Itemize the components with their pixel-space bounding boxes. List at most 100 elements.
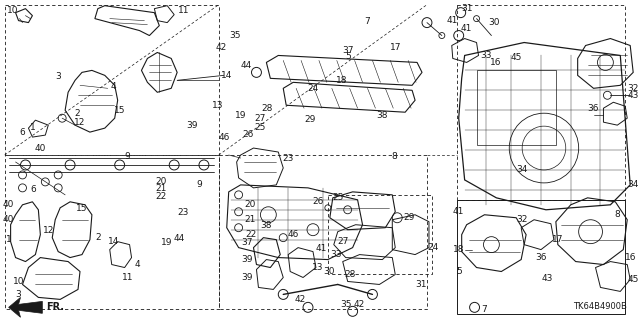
Text: 43: 43: [542, 274, 554, 283]
Text: 18: 18: [336, 76, 348, 85]
Text: 2: 2: [95, 233, 100, 242]
Text: 19: 19: [235, 111, 246, 120]
Text: 35: 35: [340, 300, 351, 309]
Text: 2: 2: [74, 109, 79, 118]
Text: 9: 9: [196, 180, 202, 189]
Text: 42: 42: [354, 300, 365, 309]
Text: 4: 4: [134, 260, 140, 269]
Text: FR.: FR.: [46, 302, 64, 312]
Text: 36: 36: [536, 253, 547, 262]
Text: 27: 27: [337, 237, 348, 246]
Text: 26: 26: [243, 130, 254, 139]
Bar: [4, 5, 219, 155]
Text: 42: 42: [294, 295, 306, 304]
Text: 36: 36: [588, 104, 599, 113]
Text: 12: 12: [74, 118, 86, 127]
Text: 30: 30: [324, 267, 335, 276]
Text: 1: 1: [29, 123, 35, 132]
Text: 27: 27: [254, 114, 265, 123]
Text: 42: 42: [216, 43, 227, 52]
Text: 17: 17: [552, 235, 564, 244]
Text: 10: 10: [13, 277, 24, 286]
Text: 41: 41: [453, 207, 465, 216]
Text: 40: 40: [3, 215, 14, 224]
Text: 46: 46: [287, 230, 299, 239]
Text: 6: 6: [31, 185, 36, 194]
Text: 24: 24: [428, 243, 438, 252]
Text: 44: 44: [241, 61, 252, 70]
Text: 15: 15: [76, 204, 88, 213]
Text: 25: 25: [332, 193, 344, 202]
Bar: [219, 155, 427, 309]
Text: 14: 14: [108, 237, 119, 246]
Text: 46: 46: [218, 133, 230, 142]
Text: 34: 34: [516, 165, 528, 174]
Text: 21: 21: [245, 215, 256, 224]
Text: 38: 38: [260, 221, 271, 230]
Text: 4: 4: [111, 82, 116, 91]
Text: 18: 18: [453, 245, 465, 254]
Text: 45: 45: [510, 53, 522, 62]
Text: 38: 38: [376, 111, 388, 120]
Text: 37: 37: [342, 46, 353, 55]
Text: 12: 12: [43, 226, 54, 235]
Text: 14: 14: [221, 71, 232, 80]
Text: 20: 20: [245, 200, 256, 209]
Text: 9: 9: [125, 152, 131, 161]
Text: 32: 32: [627, 84, 639, 93]
Text: 37: 37: [241, 238, 253, 247]
Text: 13: 13: [212, 101, 223, 110]
Text: 3: 3: [55, 72, 61, 81]
Text: 20: 20: [155, 177, 166, 186]
Text: 41: 41: [316, 244, 327, 253]
Text: 24: 24: [307, 85, 319, 93]
Text: 39: 39: [241, 273, 252, 282]
Text: 5: 5: [346, 52, 351, 61]
Text: 31: 31: [415, 280, 426, 289]
Text: 15: 15: [114, 106, 125, 115]
Text: 29: 29: [305, 115, 316, 124]
Text: 16: 16: [625, 253, 636, 262]
Text: 40: 40: [3, 200, 14, 209]
Text: 44: 44: [174, 234, 185, 243]
Text: 40: 40: [35, 144, 45, 153]
Text: TK64B4900B: TK64B4900B: [573, 302, 627, 311]
Text: 33: 33: [481, 51, 492, 60]
Bar: [4, 155, 219, 309]
Text: 22: 22: [245, 230, 256, 239]
Bar: [328, 195, 432, 274]
Text: 28: 28: [344, 270, 355, 279]
Text: 3: 3: [15, 290, 21, 299]
Text: 23: 23: [282, 153, 294, 162]
Text: 35: 35: [230, 31, 241, 40]
Text: 16: 16: [490, 58, 501, 67]
Text: 33: 33: [330, 250, 342, 259]
Text: 39: 39: [241, 255, 252, 264]
Text: 22: 22: [155, 192, 166, 202]
Text: 29: 29: [403, 213, 415, 222]
Text: 17: 17: [390, 43, 401, 52]
Text: 31: 31: [461, 4, 472, 13]
Text: 8: 8: [614, 210, 620, 219]
Text: 6: 6: [20, 128, 26, 137]
Text: 10: 10: [7, 6, 19, 15]
Text: 41: 41: [461, 24, 472, 33]
Bar: [457, 5, 625, 200]
Text: 19: 19: [161, 238, 173, 247]
Text: 11: 11: [122, 272, 133, 281]
Text: 8: 8: [391, 152, 397, 161]
Text: 30: 30: [489, 18, 500, 27]
Text: 43: 43: [627, 91, 639, 100]
Bar: [457, 200, 625, 314]
Text: 45: 45: [627, 275, 639, 284]
Text: 32: 32: [516, 215, 528, 224]
Text: 39: 39: [186, 121, 198, 130]
Text: 26: 26: [312, 197, 324, 206]
Text: 11: 11: [179, 6, 190, 15]
Text: 28: 28: [262, 104, 273, 113]
Text: 13: 13: [312, 263, 324, 272]
Polygon shape: [8, 297, 42, 317]
Text: 7: 7: [482, 305, 487, 314]
Text: 25: 25: [254, 123, 265, 132]
Text: 41: 41: [446, 16, 458, 25]
